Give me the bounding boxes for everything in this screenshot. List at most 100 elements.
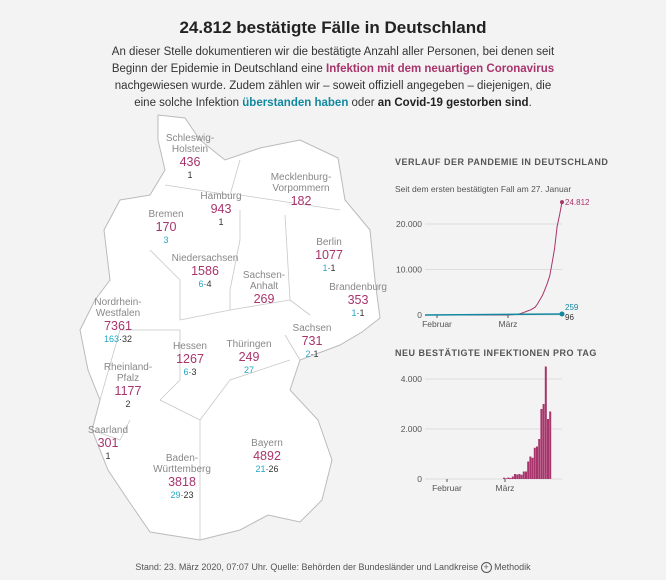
y-tick-label: 0 <box>417 474 422 484</box>
infected-endpoint <box>560 200 564 205</box>
state-hamburg[interactable]: Hamburg 943 1 <box>200 191 241 228</box>
state-schleswigholstein[interactable]: Schleswig- Holstein 436 1 <box>166 133 214 181</box>
recovered-link[interactable]: überstanden haben <box>242 97 349 109</box>
infection-link[interactable]: Infektion mit dem neuartigen Coronavirus <box>326 63 555 75</box>
state-hessen[interactable]: Hessen 1267 6·3 <box>173 341 207 378</box>
bar <box>509 478 512 479</box>
state-nordrheinwestfalen[interactable]: Nordrhein- Westfalen 7361 163·32 <box>94 297 141 345</box>
state-saarland[interactable]: Saarland 301 1 <box>88 425 128 462</box>
bar <box>525 471 527 479</box>
bar <box>527 461 530 479</box>
state-bayern[interactable]: Bayern 4892 21·26 <box>251 438 283 475</box>
state-deaths: 2 <box>125 399 131 409</box>
state-name: Nordrhein- <box>94 297 142 308</box>
state-sub: 6·3 <box>183 367 197 377</box>
y-tick-label: 0 <box>417 310 422 320</box>
state-deaths: 3 <box>191 367 197 377</box>
bar <box>522 471 525 479</box>
state-sub: 3 <box>148 234 183 246</box>
bar <box>514 474 516 479</box>
source-text: Stand: 23. März 2020, 07:07 Uhr. Quelle:… <box>135 562 479 572</box>
state-name: Niedersachsen <box>171 253 239 264</box>
state-name: Pfalz <box>116 373 140 384</box>
state-recovered: 2 <box>305 349 311 359</box>
state-deaths: 1 <box>105 451 111 461</box>
state-bremen[interactable]: Bremen 170 3 <box>148 209 183 246</box>
bar <box>520 474 523 479</box>
state-mecklenburgvorpommern[interactable]: Mecklenburg- Vorpommern 182 <box>271 172 332 208</box>
y-tick-label: 20.000 <box>396 219 422 229</box>
recovered-endpoint <box>559 311 565 317</box>
methodik-label: Methodik <box>494 562 531 572</box>
state-badenwürttemberg[interactable]: Baden- Württemberg 3818 29·23 <box>153 453 211 501</box>
state-berlin[interactable]: Berlin 1077 1·1 <box>315 237 343 274</box>
intro-p1: An dieser Stelle dokumentieren wir die b… <box>111 46 555 75</box>
state-cases: 182 <box>290 194 312 208</box>
state-name: Baden- <box>165 453 199 464</box>
bar <box>533 447 536 479</box>
line-chart-title: VERLAUF DER PANDEMIE IN DEUTSCHLAND <box>395 157 609 167</box>
state-name: Hamburg <box>200 191 242 202</box>
intro-p4: . <box>528 97 532 109</box>
state-recovered: 21 <box>255 464 266 474</box>
state-cases: 1077 <box>315 248 343 262</box>
infected-line <box>425 202 563 316</box>
state-sachsenanhalt[interactable]: Sachsen- Anhalt 269 <box>243 270 285 306</box>
state-cases: 249 <box>238 350 260 364</box>
state-cases: 1267 <box>176 352 204 366</box>
deaths-text: an Covid-19 gestorben sind <box>377 97 529 109</box>
state-recovered: 1 <box>322 263 328 273</box>
intro-p2: nachgewiesen wurde. Zudem zählen wir – s… <box>114 80 552 109</box>
state-rheinlandpfalz[interactable]: Rheinland- Pfalz 1177 2 <box>104 362 152 410</box>
state-sub: 1 <box>88 450 128 462</box>
bar <box>549 411 552 479</box>
state-sub: 21·26 <box>255 464 279 474</box>
state-name: Bremen <box>148 209 184 220</box>
footer: Stand: 23. März 2020, 07:07 Uhr. Quelle:… <box>0 562 666 573</box>
y-tick-label: 4.000 <box>401 374 423 384</box>
state-cases: 3818 <box>168 475 196 489</box>
state-name: Westfalen <box>95 308 141 319</box>
state-thüringen[interactable]: Thüringen 249 27 <box>226 339 271 376</box>
state-recovered: 6 <box>198 279 204 289</box>
state-recovered: 163 <box>103 334 119 344</box>
state-cases: 436 <box>179 155 201 169</box>
state-name: Schleswig- <box>165 133 215 144</box>
y-tick-label: 10.000 <box>396 265 422 275</box>
state-cases: 7361 <box>104 319 132 333</box>
state-cases: 1586 <box>191 264 219 278</box>
state-recovered: 27 <box>243 365 254 375</box>
bar <box>503 477 505 479</box>
state-sub: 29·23 <box>170 490 194 500</box>
state-name: Berlin <box>316 237 342 248</box>
state-cases: 353 <box>347 293 369 307</box>
bar <box>540 409 543 479</box>
state-deaths: 32 <box>122 334 133 344</box>
state-niedersachsen[interactable]: Niedersachsen 1586 6·4 <box>172 253 239 290</box>
state-name: Württemberg <box>153 464 211 475</box>
state-cases: 301 <box>97 436 119 450</box>
state-sub: 1·1 <box>351 308 365 318</box>
state-name: Anhalt <box>249 281 279 292</box>
state-recovered: 1 <box>351 308 357 318</box>
bar <box>529 456 532 479</box>
line-chart-subtitle: Seit dem ersten bestätigten Fall am 27. … <box>395 184 572 194</box>
state-sachsen[interactable]: Sachsen 731 2·1 <box>293 323 332 360</box>
state-recovered: 29 <box>170 490 181 500</box>
state-cases: 1177 <box>114 384 142 398</box>
state-deaths: 1 <box>313 349 319 359</box>
state-name: Brandenburg <box>329 282 387 293</box>
state-cases: 731 <box>301 334 323 348</box>
state-name: Sachsen- <box>242 270 286 281</box>
state-brandenburg[interactable]: Brandenburg 353 1·1 <box>329 282 387 319</box>
state-deaths: 4 <box>206 279 212 289</box>
methodik-link[interactable]: + Methodik <box>480 562 531 573</box>
state-name: Mecklenburg- <box>270 172 332 183</box>
state-name: Sachsen <box>292 323 332 334</box>
recovered-line <box>424 313 563 316</box>
state-recovered: 3 <box>163 235 169 245</box>
page-title: 24.812 bestätigte Fälle in Deutschland <box>179 18 487 37</box>
x-tick-label: Februar <box>432 483 462 493</box>
